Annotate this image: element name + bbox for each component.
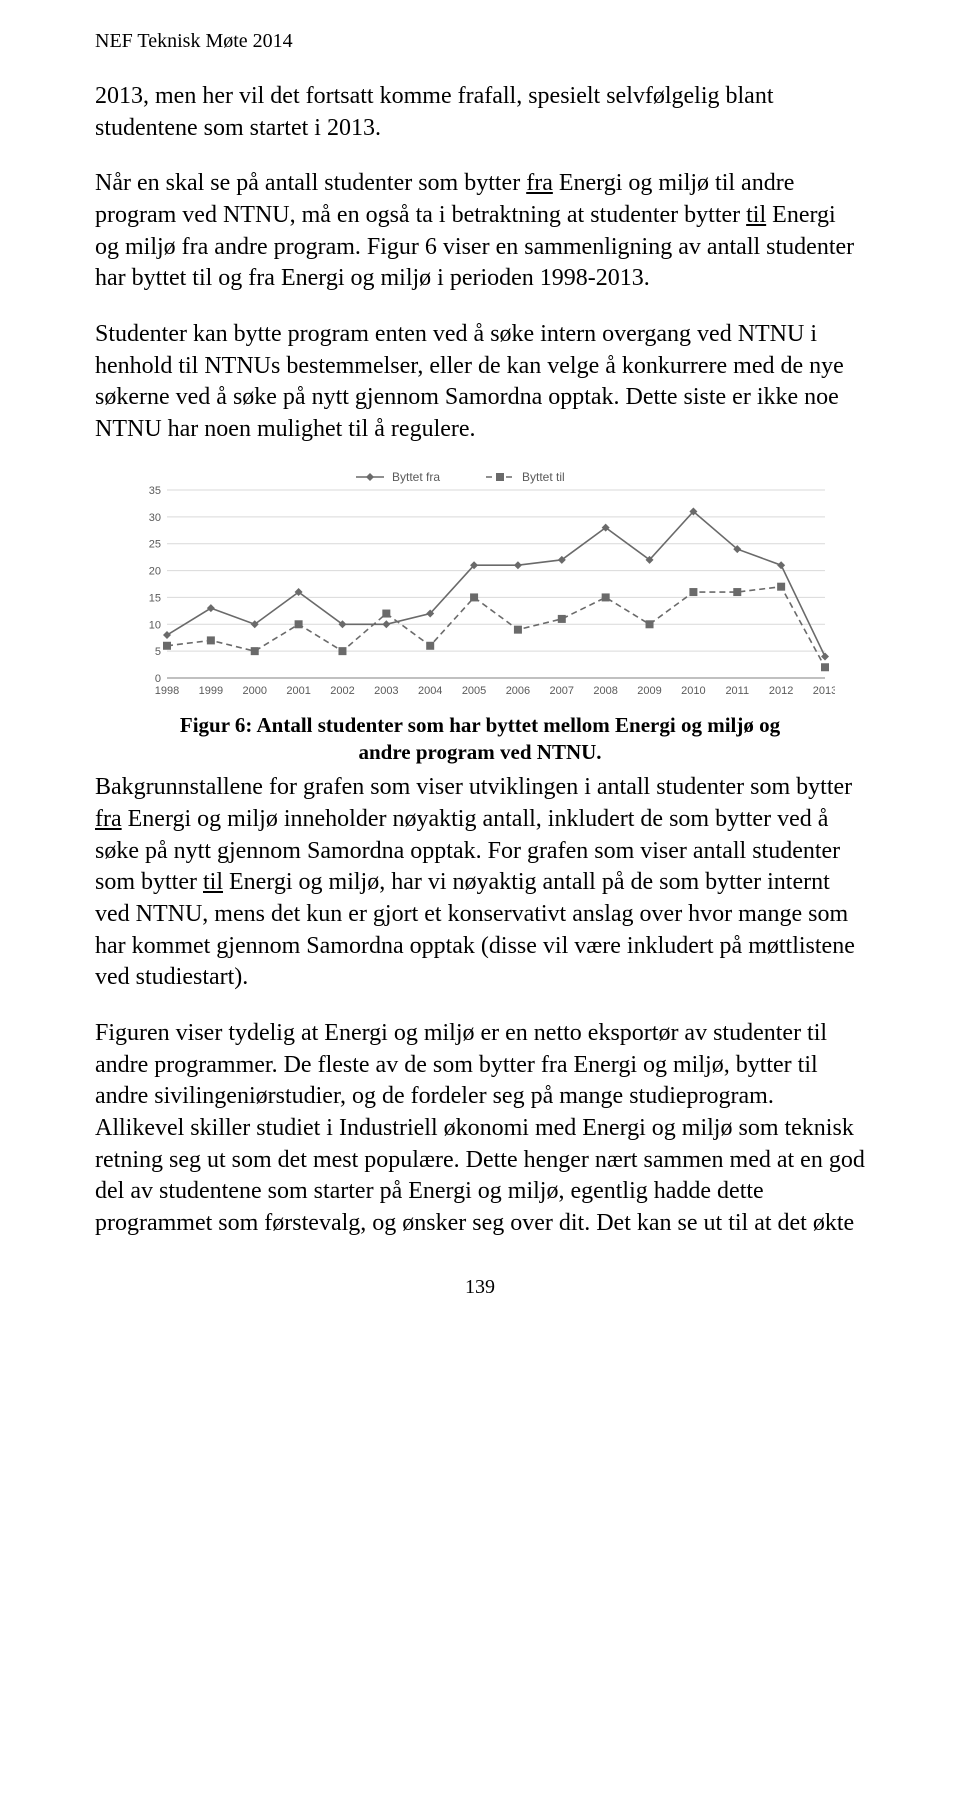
figure-6-caption: Figur 6: Antall studenter som har byttet… [165, 712, 795, 767]
svg-text:2010: 2010 [681, 685, 705, 697]
svg-text:35: 35 [149, 485, 161, 497]
p4-a: Bakgrunnstallene for grafen som viser ut… [95, 774, 852, 800]
svg-text:2006: 2006 [506, 685, 530, 697]
figure-6-chart: 0 5 10 15 20 25 30 35 1998 1999 2000 2001 2002 2003 20… [125, 466, 835, 706]
p4-u2: til [203, 869, 223, 895]
svg-text:2013: 2013 [813, 685, 835, 697]
svg-text:15: 15 [149, 592, 161, 604]
svg-text:2005: 2005 [462, 685, 486, 697]
paragraph-3: Studenter kan bytte program enten ved å … [95, 319, 865, 446]
svg-text:25: 25 [149, 538, 161, 550]
svg-text:2003: 2003 [374, 685, 398, 697]
svg-text:10: 10 [149, 619, 161, 631]
chart-svg: 0 5 10 15 20 25 30 35 1998 1999 2000 2001 2002 2003 20… [125, 466, 835, 706]
paragraph-4: Bakgrunnstallene for grafen som viser ut… [95, 772, 865, 994]
svg-text:2009: 2009 [637, 685, 661, 697]
svg-text:Byttet til: Byttet til [522, 470, 565, 484]
svg-text:2001: 2001 [286, 685, 310, 697]
svg-text:2008: 2008 [593, 685, 617, 697]
page-number: 139 [95, 1276, 865, 1299]
svg-text:2007: 2007 [550, 685, 574, 697]
p2-a: Når en skal se på antall studenter som b… [95, 170, 526, 196]
svg-text:2002: 2002 [330, 685, 354, 697]
paragraph-1: 2013, men her vil det fortsatt komme fra… [95, 81, 865, 144]
p2-u2: til [746, 202, 766, 228]
svg-text:30: 30 [149, 512, 161, 524]
svg-text:2012: 2012 [769, 685, 793, 697]
svg-text:Byttet fra: Byttet fra [392, 470, 440, 484]
svg-text:2000: 2000 [242, 685, 266, 697]
p4-u1: fra [95, 806, 122, 832]
page-header: NEF Teknisk Møte 2014 [95, 30, 865, 53]
svg-text:5: 5 [155, 646, 161, 658]
svg-text:1999: 1999 [199, 685, 223, 697]
svg-text:0: 0 [155, 673, 161, 685]
svg-text:2004: 2004 [418, 685, 442, 697]
p1-text: 2013, men her vil det fortsatt komme fra… [95, 83, 774, 141]
svg-text:1998: 1998 [155, 685, 179, 697]
svg-text:2011: 2011 [725, 685, 749, 697]
svg-text:20: 20 [149, 565, 161, 577]
p2-u1: fra [526, 170, 553, 196]
paragraph-5: Figuren viser tydelig at Energi og miljø… [95, 1018, 865, 1240]
paragraph-2: Når en skal se på antall studenter som b… [95, 168, 865, 295]
